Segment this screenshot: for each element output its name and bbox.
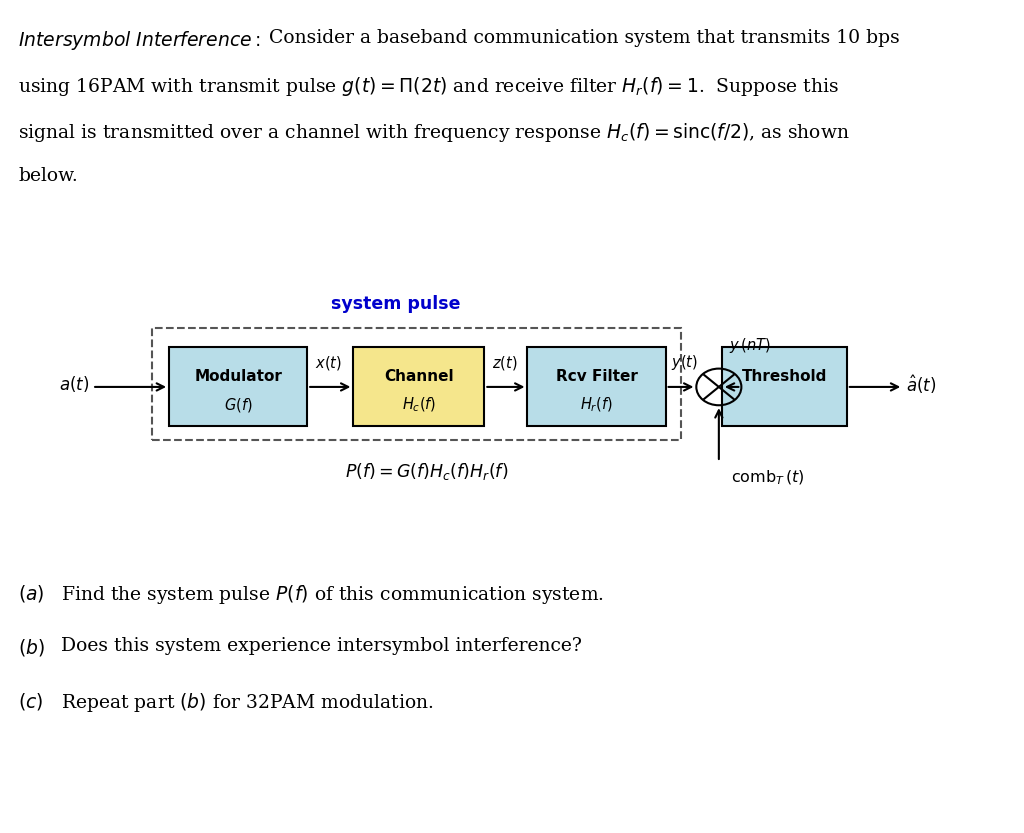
- Text: Rcv Filter: Rcv Filter: [556, 369, 637, 384]
- Text: Channel: Channel: [384, 369, 454, 384]
- Text: $\hat{a}(t)$: $\hat{a}(t)$: [906, 373, 937, 396]
- Text: $\mathit{(b)}$: $\mathit{(b)}$: [18, 637, 45, 658]
- Text: $a(t)$: $a(t)$: [58, 374, 89, 395]
- Text: Find the system pulse $P(f)$ of this communication system.: Find the system pulse $P(f)$ of this com…: [61, 583, 604, 606]
- Text: Consider a baseband communication system that transmits 10 bps: Consider a baseband communication system…: [269, 29, 900, 47]
- Text: $H_c(f)$: $H_c(f)$: [401, 396, 436, 414]
- Text: signal is transmitted over a channel with frequency response $H_c(f) = \mathrm{s: signal is transmitted over a channel wit…: [18, 121, 850, 144]
- FancyBboxPatch shape: [353, 347, 484, 426]
- Text: $P(f)=G(f)H_c(f)H_r(f)$: $P(f)=G(f)H_c(f)H_r(f)$: [345, 461, 508, 481]
- Text: Modulator: Modulator: [195, 369, 282, 384]
- FancyBboxPatch shape: [527, 347, 666, 426]
- Text: $\mathrm{comb}_T\,(t)$: $\mathrm{comb}_T\,(t)$: [731, 468, 805, 487]
- Text: $G(f)$: $G(f)$: [224, 397, 252, 414]
- Text: $\mathit{(c)}$: $\mathit{(c)}$: [18, 691, 44, 712]
- Text: $y(t)$: $y(t)$: [671, 353, 697, 372]
- Text: using 16PAM with transmit pulse $g(t) = \Pi(2t)$ and receive filter $H_r(f) = 1$: using 16PAM with transmit pulse $g(t) = …: [18, 75, 840, 98]
- Text: $z(t)$: $z(t)$: [492, 354, 517, 372]
- Text: below.: below.: [18, 167, 78, 185]
- Text: $\mathit{(a)}$: $\mathit{(a)}$: [18, 583, 45, 604]
- Text: system pulse: system pulse: [331, 295, 461, 313]
- FancyBboxPatch shape: [169, 347, 307, 426]
- Text: $y\,(nT)$: $y\,(nT)$: [729, 337, 771, 355]
- Text: $H_r(f)$: $H_r(f)$: [580, 396, 613, 414]
- Text: $\mathit{Intersymbol\ Interference:}$: $\mathit{Intersymbol\ Interference:}$: [18, 29, 261, 52]
- FancyBboxPatch shape: [722, 347, 847, 426]
- Text: Does this system experience intersymbol interference?: Does this system experience intersymbol …: [61, 637, 583, 656]
- Text: Repeat part $\mathit{(b)}$ for 32PAM modulation.: Repeat part $\mathit{(b)}$ for 32PAM mod…: [61, 691, 434, 715]
- Text: Threshold: Threshold: [741, 369, 827, 384]
- Text: $x(t)$: $x(t)$: [315, 354, 342, 372]
